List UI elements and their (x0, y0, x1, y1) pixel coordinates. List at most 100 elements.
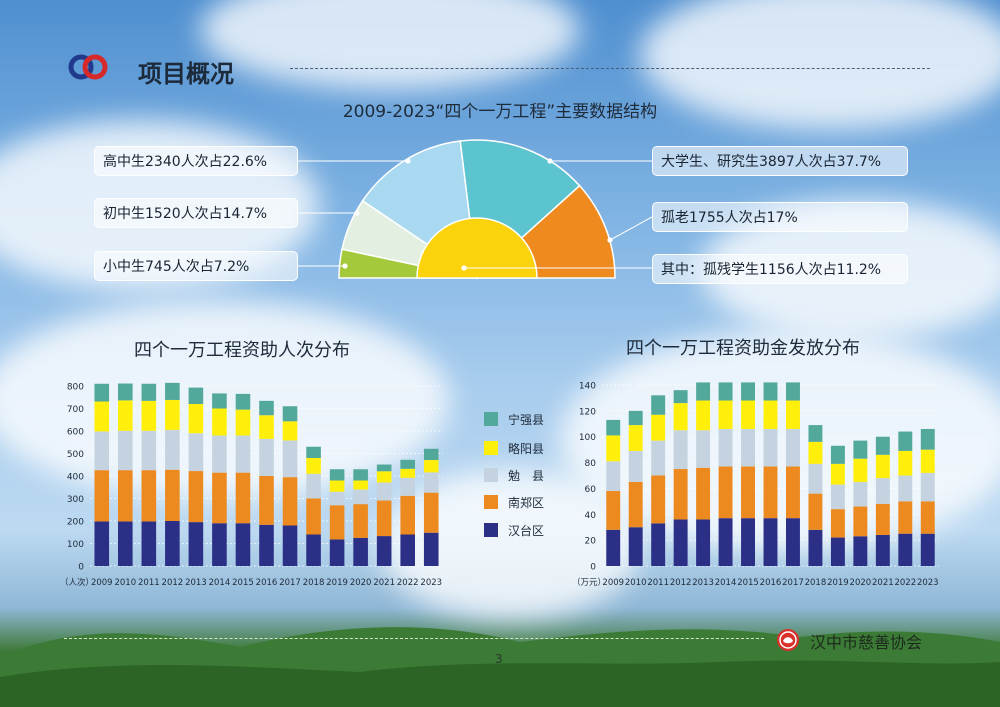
page-title: 项目概况 (138, 60, 234, 88)
bar-segment (696, 519, 711, 566)
bar-segment (306, 446, 321, 458)
label-college: 大学生、研究生3897人次占37.7% (652, 146, 908, 176)
bar-segment (920, 533, 935, 566)
bar-segment (696, 400, 711, 431)
bar-segment (165, 469, 180, 521)
bar-segment (830, 445, 845, 464)
bar-segment (808, 493, 823, 530)
x-tick-label: 2017 (782, 578, 804, 588)
bar-segment (696, 382, 711, 401)
y-tick-label: 100 (579, 433, 596, 443)
x-tick-label: 2011 (138, 578, 160, 588)
bar-segment (353, 489, 368, 505)
y-tick-label: 300 (67, 495, 84, 505)
bar-segment (376, 482, 392, 501)
bar-segment (235, 435, 251, 473)
label-elderly: 孤老1755人次占17% (652, 202, 908, 232)
x-tick-label: 2018 (303, 578, 325, 588)
bar-segment (853, 440, 868, 459)
x-tick-label: 2016 (256, 578, 278, 588)
bar-segment (329, 539, 345, 566)
bar-segment (830, 509, 845, 538)
bar-segment (306, 458, 321, 474)
x-tick-label: 2018 (805, 578, 827, 588)
y-tick-label: 20 (585, 537, 597, 547)
x-tick-label: 2021 (872, 578, 894, 588)
bar-segment (329, 491, 345, 506)
bar-segment (853, 481, 868, 507)
legend-label: 南郑区 (508, 496, 545, 510)
y-tick-label: 800 (67, 383, 84, 393)
legend-label: 勉 县 (508, 469, 545, 483)
bar-segment (606, 435, 621, 462)
bar-segment (118, 400, 133, 431)
bar-segment (306, 498, 321, 535)
bar-segment (673, 519, 688, 566)
bar-segment (741, 400, 755, 429)
bar-segment (282, 421, 298, 441)
bar-segment (606, 461, 621, 492)
bar-segment (141, 383, 157, 401)
bar-segment (673, 390, 688, 404)
bar-segment (786, 466, 800, 519)
bar-segment (808, 529, 823, 566)
bar-segment (282, 525, 298, 566)
cloud (640, 0, 1000, 130)
bar-segment (376, 464, 392, 472)
bar-segment (141, 430, 157, 471)
y-tick-label: 500 (67, 450, 84, 460)
bar-segment (212, 435, 227, 473)
bar-segment (718, 428, 733, 467)
x-tick-label: 2011 (647, 578, 669, 588)
bar-segment (165, 521, 180, 566)
bar-segment (282, 440, 298, 478)
bar-segment (651, 395, 666, 415)
y-tick-label: 100 (67, 540, 84, 550)
x-tick-label: 2010 (114, 578, 136, 588)
cloud (380, 470, 640, 620)
bar-segment (786, 382, 800, 401)
bar-segment (673, 403, 688, 431)
bar-segment (423, 532, 439, 566)
bar-segment (898, 501, 913, 534)
bar-segment (423, 472, 439, 493)
x-tick-label: 2021 (373, 578, 395, 588)
legend-swatch (484, 523, 498, 537)
bar-segment (423, 460, 439, 473)
x-tick-label: 2016 (760, 578, 782, 588)
bar-segment (282, 406, 298, 422)
bar-segment (165, 429, 180, 470)
bar-segment (651, 523, 666, 566)
bar-segment (830, 537, 845, 566)
x-tick-label: 2012 (670, 578, 692, 588)
legend-swatch (484, 412, 498, 426)
bar-segment (696, 430, 711, 468)
bar-segment (808, 463, 823, 494)
y-tick-label: 80 (585, 459, 597, 469)
bar-segment (673, 430, 688, 470)
bar-segment (188, 471, 204, 523)
bar-segment (763, 400, 778, 429)
label-orphan-students: 其中：孤残学生1156人次占11.2% (652, 254, 908, 284)
bar-segment (118, 521, 133, 566)
bar-segment (235, 393, 251, 410)
bar-segment (376, 500, 392, 537)
legend-label: 汉台区 (508, 524, 545, 538)
bar-segment (898, 533, 913, 566)
bar-segment (651, 414, 666, 441)
x-tick-label: 2010 (625, 578, 647, 588)
x-tick-label: 2015 (232, 578, 254, 588)
x-tick-label: 2014 (715, 578, 737, 588)
bar-segment (235, 523, 251, 566)
label-high-school: 高中生2340人次占22.6% (94, 146, 298, 176)
bar-segment (400, 468, 415, 478)
bar-segment (628, 481, 643, 528)
bar-segment (808, 441, 823, 464)
header-divider (290, 68, 930, 69)
bar-segment (718, 466, 733, 519)
legend-swatch (484, 495, 498, 509)
bar-segment (165, 399, 180, 430)
green-hills (0, 627, 1000, 707)
bar-segment (606, 529, 621, 566)
